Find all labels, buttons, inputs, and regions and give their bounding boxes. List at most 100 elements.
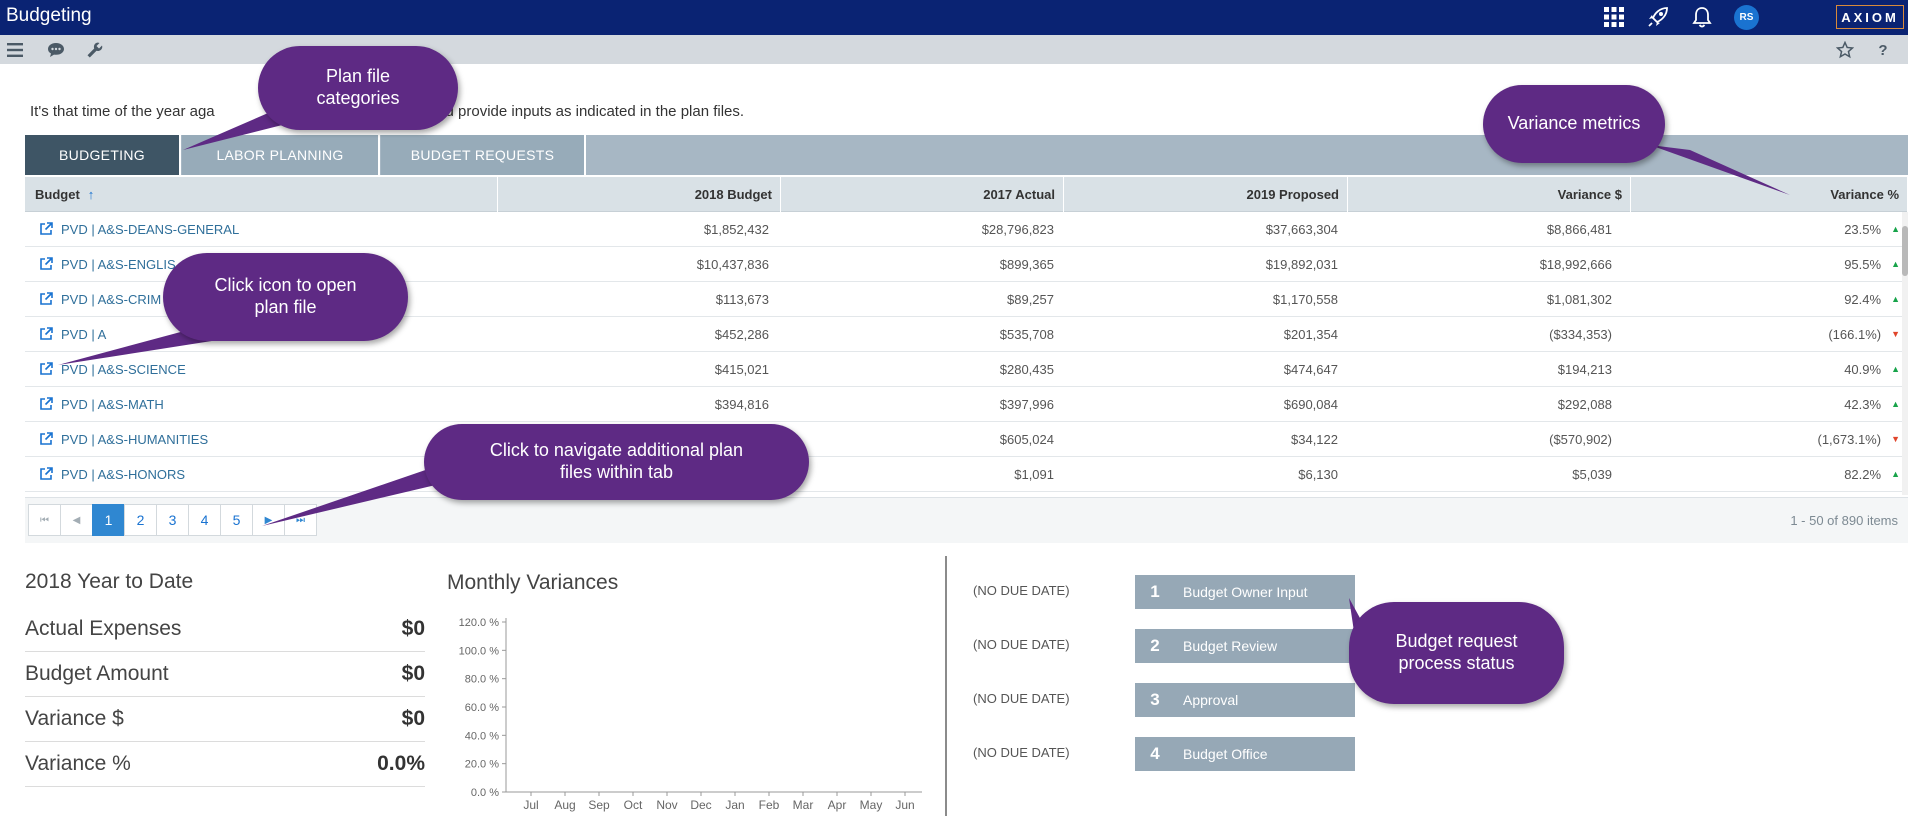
col-header-variance-pct[interactable]: Variance % <box>1631 177 1908 212</box>
page-2-button[interactable]: 2 <box>124 504 157 536</box>
open-external-icon[interactable] <box>39 467 53 481</box>
plan-file-link[interactable]: PVD | A <box>39 327 106 342</box>
cell-2017-actual: $89,257 <box>1007 291 1054 307</box>
step-budget-office[interactable]: 4 Budget Office <box>1135 737 1355 771</box>
next-page-button[interactable]: ▶ <box>252 504 285 536</box>
open-external-icon[interactable] <box>39 362 53 376</box>
table-header: Budget ↑ 2018 Budget 2017 Actual 2019 Pr… <box>25 177 1908 212</box>
plan-file-link[interactable]: PVD | A&S-CRIM <box>39 292 161 307</box>
col-header-2017-actual[interactable]: 2017 Actual <box>781 177 1064 212</box>
plan-file-link[interactable]: PVD | A&S-MATH <box>39 397 164 412</box>
step-number: 4 <box>1150 744 1160 763</box>
cell-2017-actual: $280,435 <box>999 361 1054 377</box>
cell-variance-pct: 23.5% ▲ <box>1631 212 1900 246</box>
page-1-button[interactable]: 1 <box>92 504 125 536</box>
callout-text: Plan file categories <box>316 66 400 108</box>
bell-icon[interactable] <box>1690 5 1714 29</box>
step-budget-review[interactable]: 2 Budget Review <box>1135 629 1355 663</box>
plan-file-link[interactable]: PVD | A&S-DEANS-GENERAL <box>39 222 239 237</box>
open-external-icon[interactable] <box>39 222 53 236</box>
chat-icon[interactable] <box>46 40 66 60</box>
open-external-icon[interactable] <box>39 257 53 271</box>
user-avatar[interactable]: RS <box>1734 5 1759 30</box>
ytd-row-budget-amount: Budget Amount $0 <box>25 652 425 697</box>
cell-2018-budget: $1,852,432 <box>703 221 769 237</box>
table-scrollbar[interactable] <box>1902 212 1908 495</box>
table-row: PVD | A&S-HUMANITIES $605,024 $34,122 ($… <box>25 422 1908 457</box>
help-icon[interactable]: ? <box>1878 41 1888 59</box>
chart-x-tick-label: May <box>860 798 883 812</box>
cell-variance-usd: $5,039 <box>1572 466 1612 482</box>
chart-x-tick-label: Jan <box>725 798 744 812</box>
col-header-2019-proposed[interactable]: 2019 Proposed <box>1064 177 1348 212</box>
ytd-label: Budget Amount <box>25 662 169 685</box>
budget-name: PVD | A&S-CRIM <box>61 291 162 307</box>
chart-y-tick-label: 120.0 % <box>459 617 500 629</box>
table-row: PVD | A&S-HONORS $1,091 $6,130 $5,039 82… <box>25 457 1908 492</box>
ytd-row-variance-usd: Variance $ $0 <box>25 697 425 742</box>
page-3-button[interactable]: 3 <box>156 504 189 536</box>
trend-up-icon: ▲ <box>1891 224 1900 234</box>
plan-file-link[interactable]: PVD | A&S-SCIENCE <box>39 362 186 377</box>
cell-2019-proposed: $19,892,031 <box>1265 256 1338 272</box>
menu-icon[interactable] <box>5 40 25 60</box>
budget-cell: PVD | A&S-SCIENCE <box>39 352 499 386</box>
variance-pct-value: 92.4% <box>1844 291 1882 307</box>
step-budget-owner-input[interactable]: 1 Budget Owner Input <box>1135 575 1355 609</box>
callout-process-status: Budget request process status <box>1349 602 1564 704</box>
open-external-icon[interactable] <box>39 397 53 411</box>
page-4-button[interactable]: 4 <box>188 504 221 536</box>
ytd-row-variance-pct: Variance % 0.0% <box>25 742 425 787</box>
page-5-button[interactable]: 5 <box>220 504 253 536</box>
callout-variance-metrics: Variance metrics <box>1483 85 1665 163</box>
step-approval[interactable]: 3 Approval <box>1135 683 1355 717</box>
tab-budget-requests[interactable]: BUDGET REQUESTS <box>381 135 586 175</box>
trend-down-icon: ▼ <box>1891 329 1900 339</box>
budget-cell: PVD | A&S-MATH <box>39 387 499 421</box>
budget-name: PVD | A&S-DEANS-GENERAL <box>61 221 240 237</box>
col-header-2018-budget[interactable]: 2018 Budget <box>498 177 781 212</box>
open-external-icon[interactable] <box>39 327 53 341</box>
app-title: Budgeting <box>6 5 92 26</box>
step-label: Budget Review <box>1183 638 1278 654</box>
callout-text: Budget request process status <box>1395 631 1518 673</box>
cell-variance-pct: (166.1%) ▼ <box>1631 317 1900 351</box>
chart-x-tick-label: Mar <box>793 798 814 812</box>
plan-file-link[interactable]: PVD | A&S-ENGLIS <box>39 257 176 272</box>
cell-2018-budget: $452,286 <box>714 326 769 342</box>
chart-x-tick-label: Jun <box>895 798 914 812</box>
cell-2017-actual: $397,996 <box>999 396 1054 412</box>
variance-pct-value: 82.2% <box>1844 466 1882 482</box>
callout-text: Click to navigate additional plan files … <box>489 440 744 482</box>
callout-text: Click icon to open plan file <box>214 275 357 317</box>
open-external-icon[interactable] <box>39 292 53 306</box>
step-due-date: (NO DUE DATE) <box>973 745 1070 760</box>
step-label: Approval <box>1183 692 1239 708</box>
cell-2017-actual: $1,091 <box>1014 466 1054 482</box>
open-external-icon[interactable] <box>39 432 53 446</box>
tab-labor-planning[interactable]: LABOR PLANNING <box>182 135 380 175</box>
rocket-icon[interactable] <box>1646 5 1670 29</box>
star-icon[interactable] <box>1835 40 1855 60</box>
cell-2019-proposed: $37,663,304 <box>1265 221 1338 237</box>
tab-budgeting[interactable]: BUDGETING <box>25 135 181 175</box>
budget-cell: PVD | A&S-ENGLIS <box>39 247 499 281</box>
plan-file-link[interactable]: PVD | A&S-HUMANITIES <box>39 432 208 447</box>
col-header-variance-usd[interactable]: Variance $ <box>1348 177 1631 212</box>
axiom-logo: AXIOM <box>1836 5 1904 29</box>
cell-2017-actual: $535,708 <box>999 326 1054 342</box>
scrollbar-thumb[interactable] <box>1902 226 1908 276</box>
plan-file-link[interactable]: PVD | A&S-HONORS <box>39 467 185 482</box>
chart-title: Monthly Variances <box>447 571 619 594</box>
col-header-budget-label: Budget <box>35 187 80 202</box>
first-page-button[interactable]: ⏮ <box>28 504 61 536</box>
last-page-button[interactable]: ⏭ <box>284 504 317 536</box>
apps-grid-icon[interactable] <box>1602 5 1626 29</box>
wrench-icon[interactable] <box>85 40 105 60</box>
chart-x-tick-label: Aug <box>554 798 575 812</box>
prev-page-button[interactable]: ◀ <box>60 504 93 536</box>
trend-up-icon: ▲ <box>1891 364 1900 374</box>
col-header-budget[interactable]: Budget ↑ <box>25 177 498 212</box>
chart-x-tick-label: Apr <box>828 798 847 812</box>
